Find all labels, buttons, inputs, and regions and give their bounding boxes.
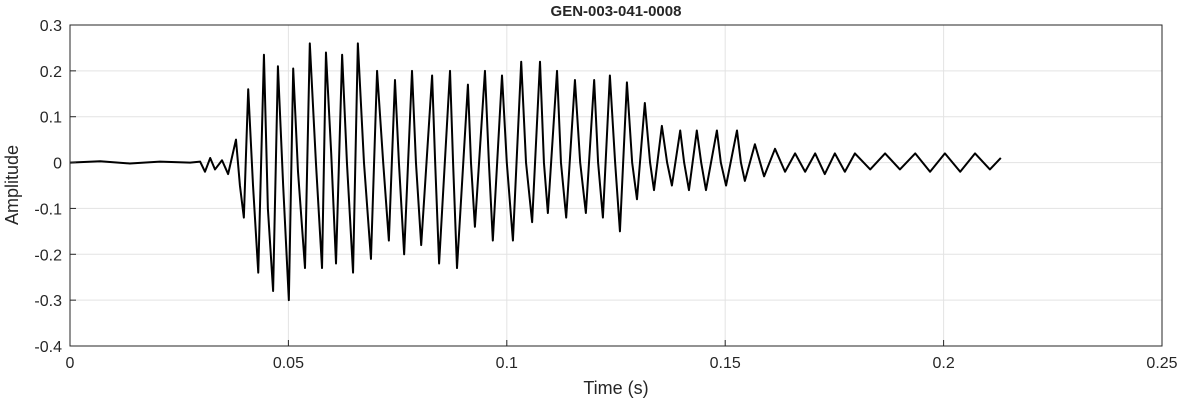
x-axis-label: Time (s): [583, 378, 648, 398]
y-axis-label: Amplitude: [2, 145, 22, 225]
y-tick-label: 0.2: [40, 64, 62, 81]
chart-title: GEN-003-041-0008: [551, 3, 682, 20]
waveform-line: [69, 42, 1002, 302]
x-tick-label: 0.2: [932, 355, 954, 372]
x-tick-label: 0.1: [496, 355, 518, 372]
plot-frame: [69, 24, 1163, 347]
x-tick-label: 0.25: [1146, 355, 1177, 372]
y-tick-label: -0.1: [34, 201, 62, 218]
y-tick-label: 0.1: [40, 110, 62, 127]
y-tick-label: -0.4: [34, 339, 62, 356]
y-tick-label: -0.3: [34, 293, 62, 310]
x-tick-label: 0.05: [273, 355, 304, 372]
y-tick-label: 0.3: [40, 18, 62, 35]
x-tick-label: 0.15: [710, 355, 741, 372]
x-tick-label: 0: [66, 355, 75, 372]
y-tick-label: -0.2: [34, 247, 62, 264]
y-tick-label: 0: [53, 156, 62, 173]
